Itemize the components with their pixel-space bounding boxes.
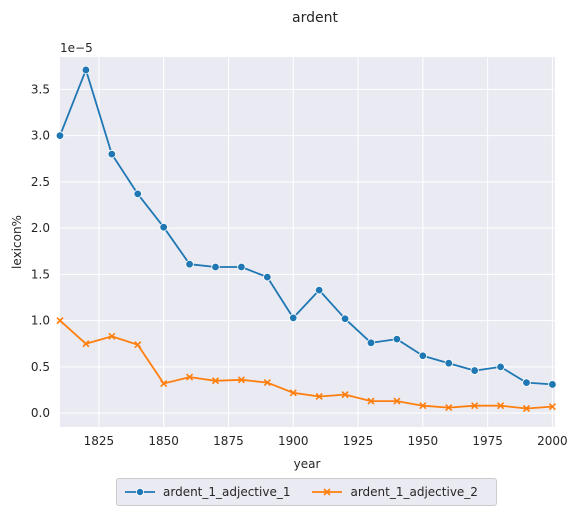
series-layer bbox=[55, 65, 557, 413]
data-point-series-1 bbox=[340, 314, 350, 323]
data-point-series-1 bbox=[185, 260, 194, 269]
data-point-series-1 bbox=[237, 262, 246, 272]
data-point-series-1 bbox=[81, 65, 91, 75]
data-point-series-2 bbox=[393, 397, 401, 405]
data-point-series-1 bbox=[522, 378, 531, 387]
data-point-series-2 bbox=[211, 377, 220, 385]
data-point-series-2 bbox=[367, 397, 375, 405]
data-point-series-1 bbox=[133, 189, 142, 199]
legend: ardent_1_adjective_1 ardent_1_adjective_… bbox=[116, 478, 497, 506]
data-point-series-2 bbox=[82, 340, 90, 348]
series-line-1 bbox=[59, 69, 553, 386]
data-point-series-2 bbox=[471, 402, 479, 410]
x-tick-label: 1825 bbox=[84, 434, 115, 448]
data-point-series-1 bbox=[470, 366, 479, 375]
data-point-series-2 bbox=[522, 404, 531, 413]
data-point-series-1 bbox=[159, 222, 168, 232]
legend-label-series-1: ardent_1_adjective_1 bbox=[163, 485, 291, 499]
data-point-series-1 bbox=[263, 272, 272, 282]
y-axis-label: lexicon% bbox=[10, 215, 24, 269]
legend-label-series-2: ardent_1_adjective_2 bbox=[350, 485, 478, 499]
data-point-series-1 bbox=[107, 149, 117, 159]
x-tick-label: 1975 bbox=[472, 434, 503, 448]
data-point-series-2 bbox=[548, 403, 556, 411]
x-axis-ticks: 1825 1850 1875 1900 1925 1950 1975 2000 bbox=[84, 434, 568, 448]
data-point-series-2 bbox=[263, 379, 271, 387]
data-point-series-1 bbox=[392, 334, 402, 344]
data-point-series-2 bbox=[56, 317, 64, 325]
data-point-series-2 bbox=[237, 376, 245, 384]
data-point-series-2 bbox=[445, 404, 453, 412]
chart-title: ardent bbox=[292, 10, 338, 26]
y-tick-label: 1.0 bbox=[31, 314, 50, 328]
data-point-series-1 bbox=[289, 313, 298, 323]
y-axis-ticks: 0.0 0.5 1.0 1.5 2.0 2.5 3.0 3.5 bbox=[31, 82, 50, 420]
data-point-series-2 bbox=[315, 392, 323, 401]
y-tick-label: 3.0 bbox=[31, 129, 50, 143]
data-point-series-2 bbox=[186, 373, 194, 381]
y-tick-label: 0.5 bbox=[31, 360, 50, 374]
grid-lines bbox=[60, 57, 555, 427]
data-point-series-1 bbox=[444, 358, 453, 368]
x-tick-label: 1900 bbox=[278, 434, 309, 448]
data-point-series-2 bbox=[134, 341, 142, 349]
data-point-series-1 bbox=[211, 262, 220, 272]
x-tick-label: 1875 bbox=[213, 434, 244, 448]
x-tick-label: 2000 bbox=[537, 434, 568, 448]
data-point-series-2 bbox=[419, 402, 427, 410]
data-point-series-1 bbox=[366, 338, 376, 348]
data-point-series-2 bbox=[160, 379, 168, 388]
x-axis-label: year bbox=[294, 457, 321, 471]
data-point-series-1 bbox=[496, 362, 505, 372]
y-tick-label: 0.0 bbox=[31, 406, 50, 420]
y-offset-label: 1e−5 bbox=[60, 41, 93, 55]
data-point-series-1 bbox=[314, 285, 324, 295]
x-tick-label: 1850 bbox=[148, 434, 179, 448]
x-tick-label: 1950 bbox=[408, 434, 439, 448]
y-tick-label: 3.5 bbox=[31, 82, 50, 96]
data-point-series-1 bbox=[418, 351, 428, 360]
data-point-series-2 bbox=[341, 391, 349, 399]
series-line-2 bbox=[59, 319, 553, 410]
legend-item-series-1: ardent_1_adjective_1 bbox=[125, 485, 290, 499]
data-point-series-2 bbox=[108, 332, 116, 340]
y-tick-label: 2.5 bbox=[31, 175, 50, 189]
y-tick-label: 1.5 bbox=[31, 267, 50, 281]
data-point-series-1 bbox=[55, 131, 65, 140]
data-point-series-1 bbox=[548, 380, 557, 389]
y-tick-label: 2.0 bbox=[31, 221, 50, 235]
x-tick-label: 1925 bbox=[343, 434, 374, 448]
data-point-series-2 bbox=[289, 389, 297, 397]
data-point-series-2 bbox=[497, 402, 505, 410]
plot-area bbox=[60, 57, 555, 427]
legend-item-series-2: ardent_1_adjective_2 bbox=[312, 485, 478, 499]
legend-line-x-marker-icon bbox=[312, 488, 343, 496]
legend-line-circle-marker-icon bbox=[125, 488, 155, 496]
